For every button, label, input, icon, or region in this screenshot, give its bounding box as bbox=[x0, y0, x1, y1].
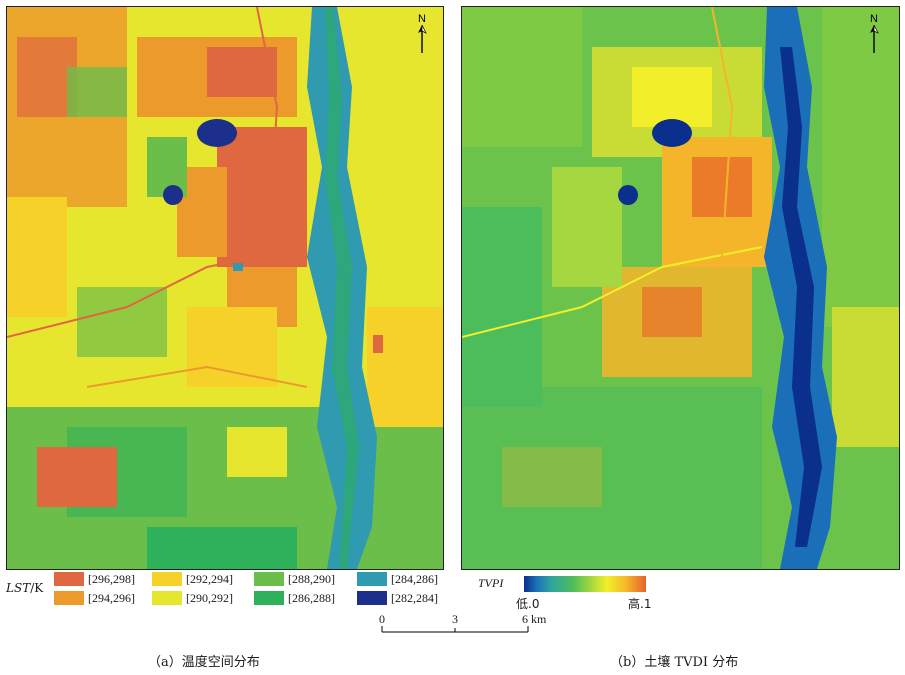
north-arrow-b: N bbox=[864, 14, 884, 56]
scale-bar: 0 3 6 km bbox=[372, 612, 572, 638]
caption-b: （b）土壤 TVDI 分布 bbox=[610, 655, 739, 670]
scale-tick-6: 6 km bbox=[522, 612, 547, 626]
lst-legend-label: [294,296] bbox=[88, 590, 135, 605]
lst-legend-label: [284,286] bbox=[391, 571, 438, 586]
tvdi-map bbox=[461, 6, 900, 570]
lst-legend-swatch bbox=[357, 591, 387, 606]
tvdi-legend-low: 低.0 bbox=[516, 597, 540, 611]
lst-map-raster bbox=[7, 7, 443, 569]
north-letter: N bbox=[418, 13, 426, 25]
lst-legend-item: [292,294] bbox=[152, 571, 233, 587]
lst-legend-swatch bbox=[152, 572, 182, 587]
tvdi-legend-high: 高.1 bbox=[628, 597, 652, 611]
lst-legend-var: LST bbox=[6, 581, 31, 595]
caption-a: （a）温度空间分布 bbox=[148, 655, 260, 670]
lst-legend-item: [286,288] bbox=[254, 590, 335, 606]
north-arrow-icon bbox=[418, 25, 427, 53]
lst-legend-label: [292,294] bbox=[186, 571, 233, 586]
lst-legend-label: [288,290] bbox=[288, 571, 335, 586]
tvdi-color-ramp bbox=[524, 576, 646, 592]
tvdi-map-raster bbox=[462, 7, 899, 569]
lst-legend-label: [290,292] bbox=[186, 590, 233, 605]
lst-legend-item: [290,292] bbox=[152, 590, 233, 606]
lst-legend-item: [294,296] bbox=[54, 590, 135, 606]
tvdi-legend: TVPI 低.0 高.1 bbox=[470, 572, 670, 612]
lst-legend-item: [288,290] bbox=[254, 571, 335, 587]
lst-legend-unit: /K bbox=[30, 581, 44, 595]
lst-legend: LST/K [296,298] [292,294] [288,290] [284,28… bbox=[6, 571, 456, 611]
lst-legend-swatch bbox=[54, 591, 84, 606]
scale-bar-line bbox=[381, 626, 529, 633]
north-arrow-a: N bbox=[412, 14, 432, 56]
scale-tick-3: 3 bbox=[452, 612, 458, 626]
lst-legend-item: [296,298] bbox=[54, 571, 135, 587]
lst-legend-item: [282,284] bbox=[357, 590, 438, 606]
lst-legend-label: [296,298] bbox=[88, 571, 135, 586]
north-letter: N bbox=[870, 13, 878, 25]
scale-tick-0: 0 bbox=[379, 612, 385, 626]
lst-legend-swatch bbox=[254, 572, 284, 587]
lst-legend-swatch bbox=[254, 591, 284, 606]
tvdi-legend-title: TVPI bbox=[478, 576, 504, 590]
north-arrow-icon bbox=[870, 25, 879, 53]
lst-legend-swatch bbox=[357, 572, 387, 587]
lst-legend-title: LST/K bbox=[6, 581, 43, 595]
lst-map bbox=[6, 6, 444, 570]
lst-legend-label: [282,284] bbox=[391, 590, 438, 605]
lst-legend-item: [284,286] bbox=[357, 571, 438, 587]
lst-legend-label: [286,288] bbox=[288, 590, 335, 605]
lst-legend-swatch bbox=[152, 591, 182, 606]
lst-legend-swatch bbox=[54, 572, 84, 587]
